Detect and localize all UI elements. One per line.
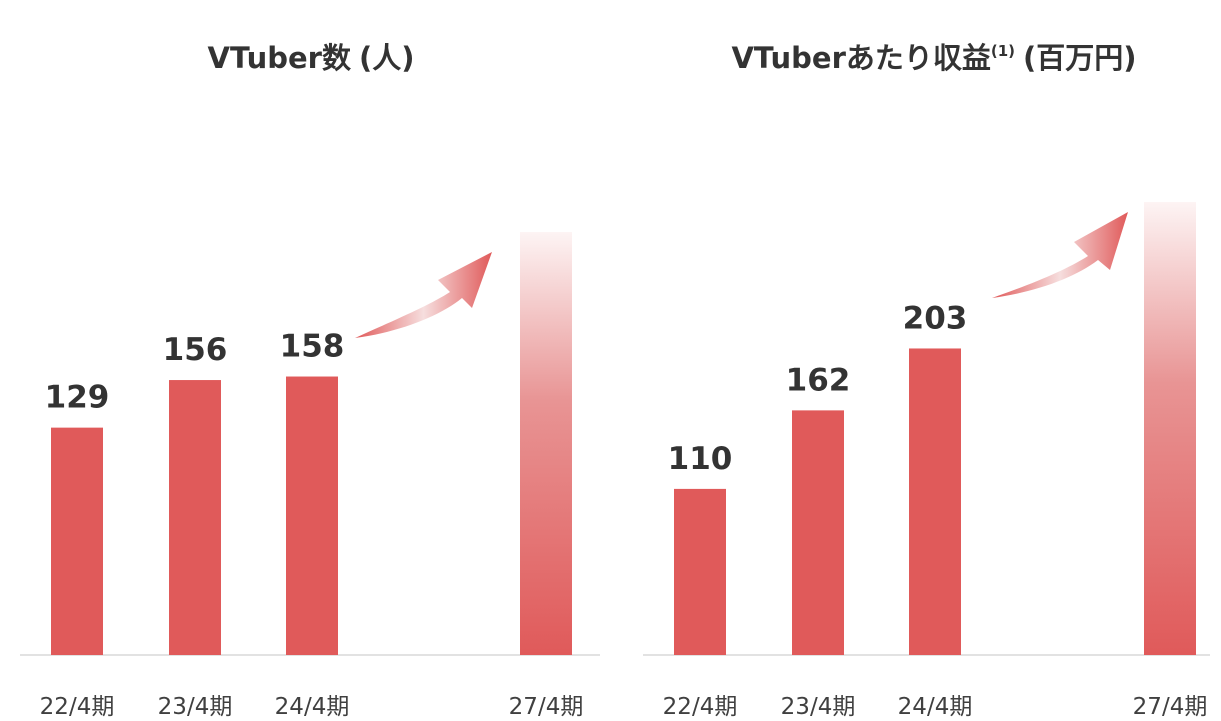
x-tick-label: 23/4期 <box>158 694 233 720</box>
data-label: 203 <box>903 300 968 336</box>
bar <box>520 232 572 655</box>
data-label: 158 <box>280 329 345 365</box>
data-label: 129 <box>45 380 110 416</box>
title-unit: (人) <box>359 41 415 75</box>
growth-arrow <box>355 252 492 338</box>
title-text: VTuberあたり収益 <box>731 41 990 75</box>
x-tick-label: 22/4期 <box>40 694 115 720</box>
bar <box>286 376 338 655</box>
bar <box>792 410 844 655</box>
x-tick-label: 27/4期 <box>1133 694 1208 720</box>
chart-title: VTuberあたり収益(1) (百万円) <box>731 41 1136 75</box>
x-tick-label: 22/4期 <box>663 694 738 720</box>
title-note: (1) <box>991 42 1015 60</box>
x-tick-label: 24/4期 <box>898 694 973 720</box>
data-label: 156 <box>163 332 228 368</box>
title-unit: (百万円) <box>1023 41 1137 75</box>
bar <box>674 488 726 655</box>
x-tick-label: 27/4期 <box>509 694 584 720</box>
bar <box>169 380 221 655</box>
title-text: VTuber数 <box>208 41 352 75</box>
chart-title: VTuber数 (人) <box>208 41 415 75</box>
x-tick-label: 23/4期 <box>781 694 856 720</box>
bar <box>1144 202 1196 655</box>
bar <box>909 348 961 655</box>
growth-arrow <box>992 212 1128 298</box>
x-tick-label: 24/4期 <box>275 694 350 720</box>
data-label: 162 <box>786 362 851 398</box>
data-label: 110 <box>668 441 733 477</box>
bar <box>51 427 103 655</box>
